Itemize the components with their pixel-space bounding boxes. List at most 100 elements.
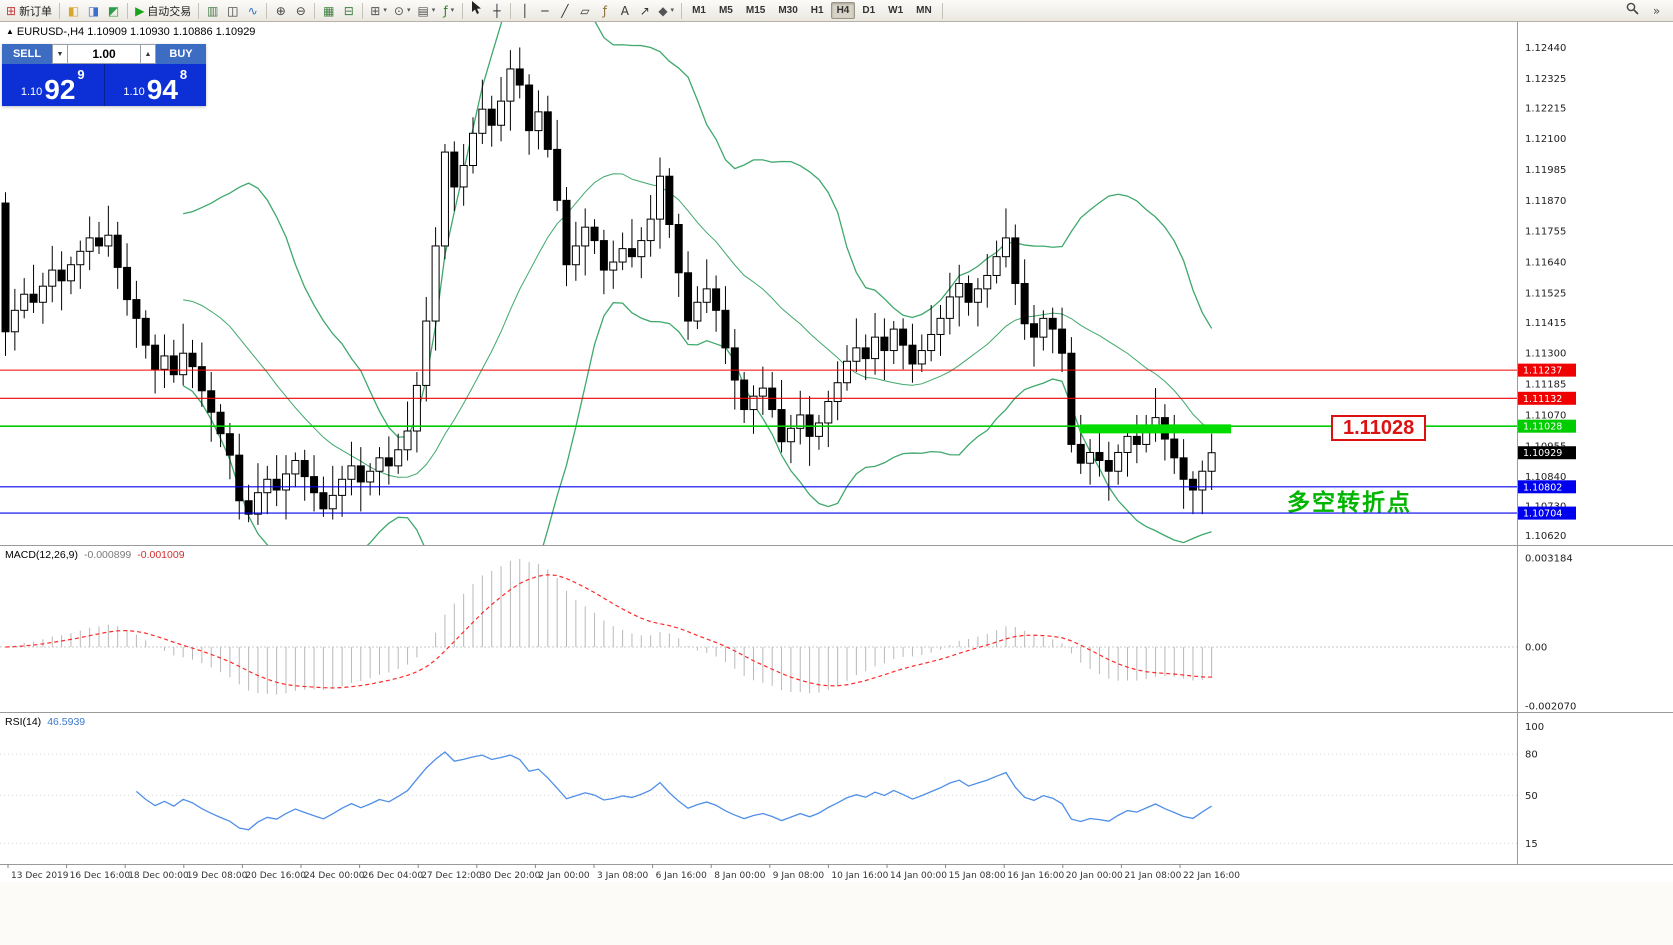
candlestick-chart-icon: ◫ — [227, 3, 239, 18]
vertical-line-icon: │ — [521, 3, 529, 18]
price-callout-box[interactable]: 1.11028 — [1331, 415, 1427, 441]
svg-text:1.11132: 1.11132 — [1523, 394, 1562, 405]
toolbar-separator — [510, 2, 512, 19]
new-order-button-label: 新订单 — [19, 5, 53, 18]
symbol-ohlc-text: EURUSD-,H4 1.10909 1.10930 1.10886 1.109… — [16, 26, 256, 38]
svg-text:1.11028: 1.11028 — [1523, 422, 1562, 433]
zoom-out-icon: ⊖ — [295, 3, 306, 18]
grid-toggle-icon: ▦ — [323, 3, 335, 18]
buy-price-big: 94 — [146, 74, 178, 106]
profiles-button[interactable]: ⊙ ▾ — [391, 1, 414, 20]
sell-price[interactable]: 1.10 92 9 — [2, 64, 104, 106]
macd-indicator-label: MACD(12,26,9) -0.000899 -0.001009 — [5, 549, 185, 561]
vertical-line-button[interactable]: │ — [515, 1, 534, 20]
svg-text:16 Jan 16:00: 16 Jan 16:00 — [1007, 871, 1064, 881]
svg-text:24 Dec 00:00: 24 Dec 00:00 — [304, 871, 365, 881]
macd-signal-value: -0.001009 — [137, 549, 185, 561]
volume-input[interactable]: 1.00 — [68, 44, 140, 64]
horizontal-line-icon: ─ — [541, 3, 549, 18]
svg-text:1.12325: 1.12325 — [1525, 74, 1566, 85]
timeframe-w1-button[interactable]: W1 — [888, 5, 904, 16]
indicators-button[interactable]: ƒ ▾ — [439, 1, 458, 20]
svg-text:19 Dec 08:00: 19 Dec 08:00 — [187, 871, 248, 881]
svg-text:21 Jan 08:00: 21 Jan 08:00 — [1124, 871, 1181, 881]
text-tool-button[interactable]: A — [615, 1, 634, 20]
line-chart-button[interactable]: ∿ — [243, 1, 262, 20]
autotrade-button[interactable]: ▶ 自动交易 — [132, 1, 194, 20]
toolbar-expand-button[interactable]: » — [1647, 1, 1666, 20]
timeframe-m30-button[interactable]: M30 — [778, 5, 798, 16]
grid-toggle-button[interactable]: ▦ — [319, 1, 338, 20]
line-chart-icon: ∿ — [247, 3, 258, 18]
annotation-text[interactable]: 多空转折点 — [1287, 489, 1412, 515]
sell-button[interactable]: SELL — [2, 44, 52, 64]
buy-price-prefix: 1.10 — [123, 86, 145, 98]
toolbar-separator — [266, 2, 268, 19]
chart-area[interactable]: 1.12440 1.12325 1.12215 1.12100 1.11985 1.118… — [0, 22, 1673, 882]
timeframe-m1-button[interactable]: M1 — [692, 5, 706, 16]
svg-text:20 Jan 00:00: 20 Jan 00:00 — [1066, 871, 1123, 881]
trade-panel-prices: 1.10 92 9 1.10 94 8 — [2, 64, 206, 106]
rsi-name: RSI(14) — [5, 716, 42, 728]
timeframe-d1-button[interactable]: D1 — [862, 5, 876, 16]
new-order-button[interactable]: ⊞ 新订单 — [3, 1, 55, 20]
dropdown-caret-icon: ▾ — [383, 7, 387, 14]
fibonacci-button[interactable]: ƒ — [595, 1, 614, 20]
search-button[interactable] — [1623, 1, 1642, 20]
search-icon — [1626, 2, 1639, 20]
navigator-toggle[interactable]: ◨ — [84, 1, 103, 20]
candlestick-chart-button[interactable]: ◫ — [223, 1, 242, 20]
market-watch-toggle[interactable]: ◧ — [64, 1, 83, 20]
toolbar-right: » — [1623, 1, 1670, 20]
arrow-tool-button[interactable]: ↗ — [635, 1, 654, 20]
trendline-button[interactable]: ╱ — [555, 1, 574, 20]
timeframe-m5-button[interactable]: M5 — [718, 5, 733, 16]
candles — [1, 47, 1216, 525]
timeframe-m15-button[interactable]: M15 — [745, 5, 766, 16]
zoom-in-icon: ⊕ — [275, 3, 286, 18]
timeframe-h1-button[interactable]: H1 — [810, 5, 824, 16]
buy-button[interactable]: BUY — [156, 44, 206, 64]
shapes-button[interactable]: ◆ ▾ — [655, 1, 677, 20]
new-chart-button[interactable]: ⊞ ▾ — [367, 1, 390, 20]
crosshair-button[interactable]: ┼ — [487, 1, 506, 20]
svg-text:15: 15 — [1525, 839, 1538, 850]
timeframe-h4-button[interactable]: H4 — [830, 2, 856, 19]
timeframe-mn-button[interactable]: MN — [916, 5, 932, 16]
toolbar: ⊞ 新订单 ◧ ◨ ◩ ▶ 自动交易 ▥ ◫ ∿ ⊕ ⊖ ▦ ⊟ ⊞ ▾ ⊙ ▾ ▤ ▾ ƒ ▾ ┼ │ ─ ╱ ▱ ƒ A ↗ ◆ ▾ M1 M… — [0, 0, 1673, 22]
volume-decrease-button[interactable]: ▼ — [52, 44, 68, 64]
equidistant-channel-button[interactable]: ▱ — [575, 1, 594, 20]
zoom-out-button[interactable]: ⊖ — [291, 1, 310, 20]
svg-text:20 Dec 16:00: 20 Dec 16:00 — [245, 871, 306, 881]
terminal-toggle[interactable]: ◩ — [104, 1, 123, 20]
svg-text:1.11237: 1.11237 — [1523, 366, 1562, 377]
macd-name: MACD(12,26,9) — [5, 549, 78, 561]
svg-text:1.11185: 1.11185 — [1525, 380, 1566, 391]
svg-text:14 Jan 00:00: 14 Jan 00:00 — [890, 871, 947, 881]
chart-canvas[interactable]: 1.12440 1.12325 1.12215 1.12100 1.11985 1.118… — [0, 22, 1673, 882]
highlight-bar-object[interactable] — [1080, 424, 1231, 434]
price-axis[interactable]: 1.12440 1.12325 1.12215 1.12100 1.11985 1.118… — [1518, 43, 1576, 850]
svg-text:6 Jan 16:00: 6 Jan 16:00 — [656, 871, 708, 881]
tile-windows-button[interactable]: ⊟ — [339, 1, 358, 20]
svg-text:27 Dec 12:00: 27 Dec 12:00 — [421, 871, 482, 881]
symbol-marker-icon: ▲ — [6, 27, 14, 36]
cursor-button[interactable] — [467, 1, 486, 20]
toolbar-separator — [127, 2, 129, 19]
chart-background — [0, 22, 1673, 882]
buy-price[interactable]: 1.10 94 8 — [105, 64, 207, 106]
macd-signal-line — [5, 574, 1212, 689]
horizontal-line-button[interactable]: ─ — [535, 1, 554, 20]
zoom-in-button[interactable]: ⊕ — [271, 1, 290, 20]
volume-increase-button[interactable]: ▲ — [140, 44, 156, 64]
bar-chart-button[interactable]: ▥ — [203, 1, 222, 20]
toolbar-expand-icon: » — [1652, 3, 1661, 18]
svg-text:80: 80 — [1525, 750, 1538, 761]
new-order-icon: ⊞ — [6, 3, 17, 18]
bottom-strip — [0, 882, 1673, 945]
arrow-tool-icon: ↗ — [639, 3, 650, 18]
svg-text:100: 100 — [1525, 722, 1544, 733]
templates-button[interactable]: ▤ ▾ — [414, 1, 438, 20]
bar-chart-icon: ▥ — [207, 3, 219, 18]
